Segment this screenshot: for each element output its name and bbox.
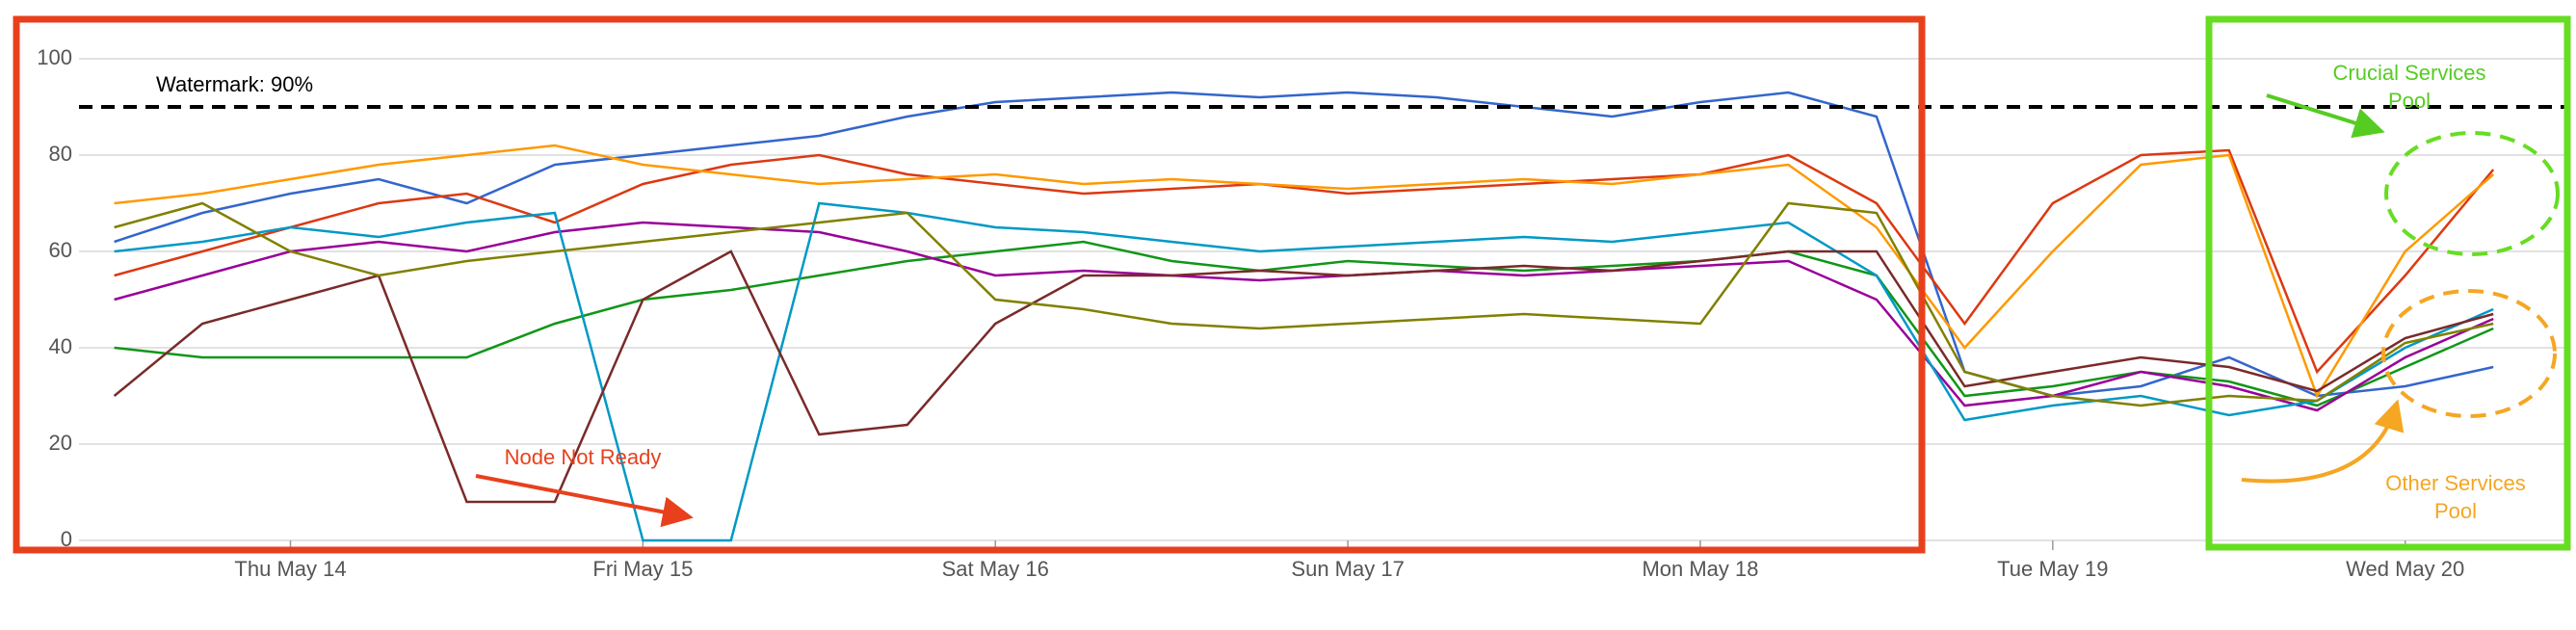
annotation: Pool <box>2434 499 2477 523</box>
x-tick-label: Mon May 18 <box>1642 557 1758 581</box>
series-line <box>113 249 2494 504</box>
series-line <box>114 201 2494 407</box>
x-tick-label: Sat May 16 <box>942 557 1049 581</box>
series-line <box>114 144 2495 399</box>
arrow <box>2241 399 2405 484</box>
watermark-label: Watermark: 90% <box>156 72 313 96</box>
green-box <box>2205 15 2571 551</box>
lines <box>79 91 2567 542</box>
x-tick-label: Wed May 20 <box>2346 557 2464 581</box>
y-tick-label: 60 <box>49 238 72 262</box>
grid: 0 20 40 60 80 100 Thu May 14 Fri May 15 Sat May … <box>37 45 2567 581</box>
arrow <box>475 474 694 528</box>
y-tick-label: 0 <box>61 527 72 551</box>
annotation: Pool <box>2388 89 2431 113</box>
x-tick-label: Thu May 14 <box>234 557 346 581</box>
y-tick-label: 100 <box>37 45 72 69</box>
ellipse <box>2381 289 2557 418</box>
y-tick-label: 80 <box>49 142 72 166</box>
y-tick-label: 20 <box>49 431 72 455</box>
series-line <box>114 221 2494 412</box>
x-tick-label: Fri May 15 <box>592 557 693 581</box>
x-tick-label: Tue May 19 <box>1997 557 2108 581</box>
series-line <box>114 240 2494 407</box>
series-line <box>114 148 2495 375</box>
overlay: Watermark: 90% Node Not Ready Crucial Se… <box>13 15 2571 554</box>
ellipse <box>2384 131 2560 256</box>
annotation: Other Services <box>2385 471 2526 495</box>
series-line <box>114 91 2494 398</box>
x-tick-label: Sun May 17 <box>1291 557 1404 581</box>
annotation: Crucial Services <box>2333 61 2486 85</box>
red-box <box>13 15 1926 554</box>
annotation: Node Not Ready <box>505 445 662 469</box>
y-tick-label: 40 <box>49 334 72 358</box>
arrow <box>2266 93 2385 139</box>
